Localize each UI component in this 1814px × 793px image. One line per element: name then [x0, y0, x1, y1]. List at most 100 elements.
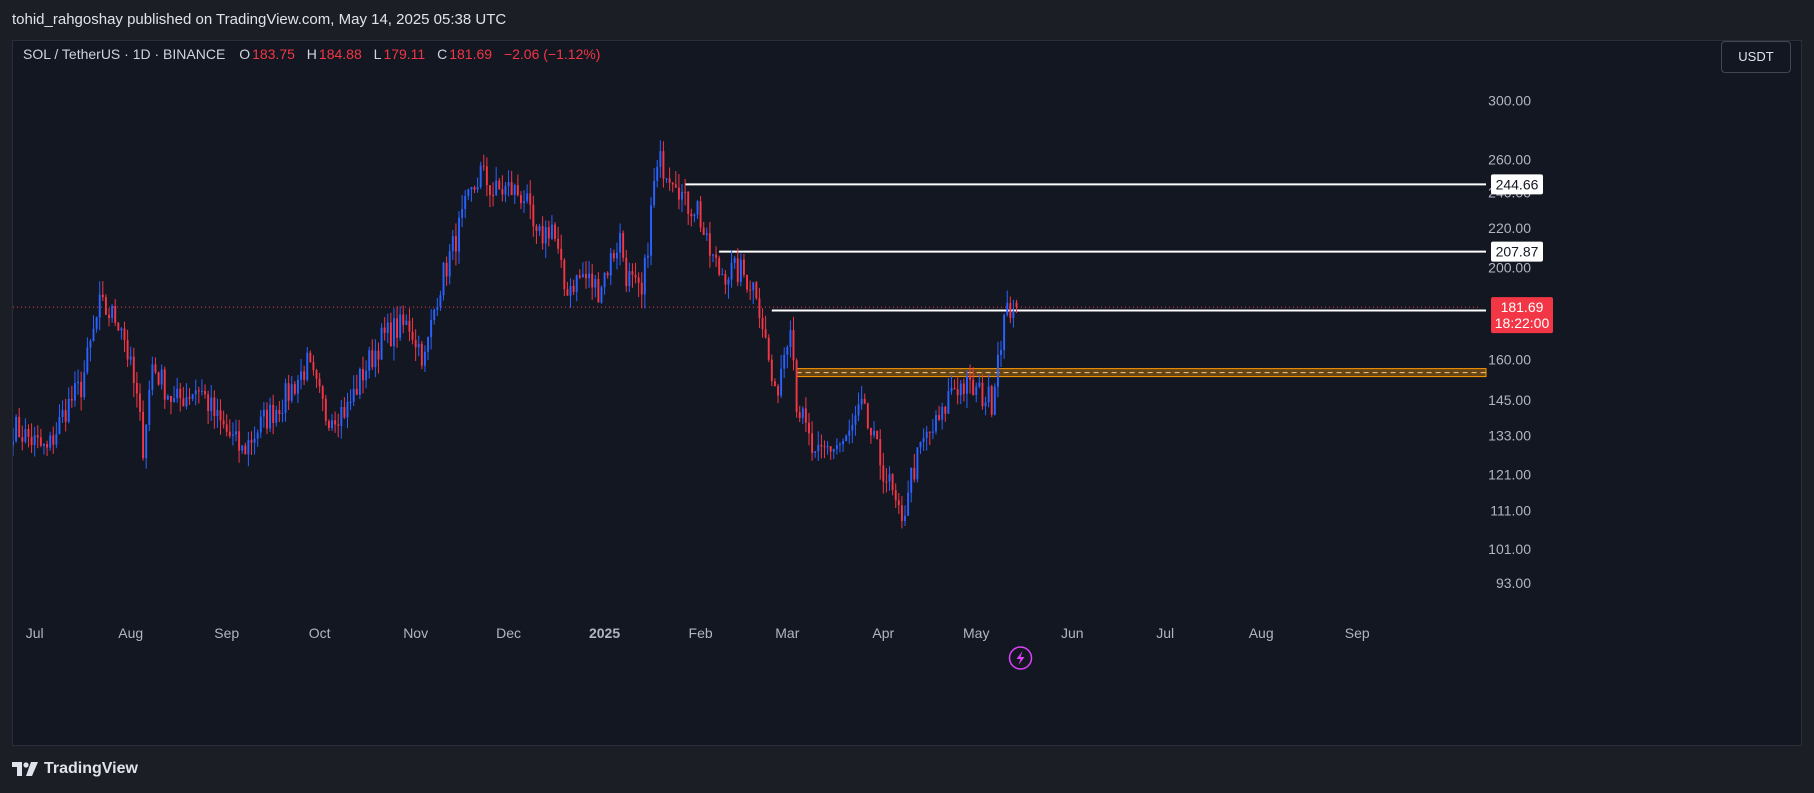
candle-body — [470, 187, 473, 190]
candle-body — [393, 318, 395, 347]
candle-body — [730, 262, 733, 280]
candle-body — [101, 294, 104, 298]
candle-body — [139, 393, 141, 412]
candle-body — [98, 294, 101, 318]
candle-body — [761, 317, 764, 330]
candle-body — [938, 415, 941, 420]
candle-body — [931, 431, 934, 433]
candle-body — [296, 379, 299, 394]
candle-body — [200, 390, 203, 392]
candle-body — [795, 360, 798, 413]
candle-body — [820, 444, 823, 447]
candle-body — [693, 214, 696, 217]
low-value: 179.11 — [383, 46, 426, 62]
candle-body — [194, 390, 197, 395]
candle-body — [216, 410, 219, 416]
candle-body — [848, 430, 851, 436]
candle-body — [70, 398, 73, 401]
candle-body — [365, 370, 368, 381]
candle-body — [157, 372, 160, 385]
candle-body — [532, 204, 535, 227]
candle-body — [631, 271, 634, 275]
candle-body — [120, 328, 123, 331]
candle-body — [290, 384, 293, 401]
candle-body — [705, 233, 708, 235]
candle-body — [547, 227, 550, 239]
lightning-icon — [1008, 646, 1033, 670]
candle-body — [417, 343, 420, 348]
candle-body — [235, 431, 237, 435]
candle-body — [269, 404, 272, 429]
time-tick-label: Jun — [1061, 625, 1084, 641]
candle-body — [922, 438, 925, 442]
candle-body — [609, 253, 612, 276]
candle-body — [516, 185, 519, 196]
candle-body — [358, 368, 361, 395]
candle-body — [303, 371, 306, 380]
low-label: L — [373, 46, 382, 62]
candle-body — [659, 151, 662, 167]
countdown-text: 18:22:00 — [1495, 315, 1550, 331]
candle-body — [39, 437, 42, 446]
candle-body — [962, 383, 965, 394]
chart-pane[interactable]: 300.00260.00240.00220.00200.00160.00145.… — [12, 40, 1802, 746]
candle-body — [718, 257, 721, 275]
currency-button[interactable]: USDT — [1721, 41, 1791, 73]
tradingview-logo[interactable]: TradingView — [12, 760, 138, 778]
candle-body — [64, 410, 67, 422]
candle-body — [464, 195, 467, 209]
candle-body — [92, 328, 95, 341]
symbol-title[interactable]: SOL / TetherUS · 1D · BINANCE — [23, 46, 226, 62]
candle-body — [575, 275, 578, 292]
candle-body — [423, 351, 426, 366]
support-zone[interactable] — [796, 368, 1487, 378]
candle-body — [637, 277, 640, 283]
time-tick-label: Aug — [1249, 625, 1274, 641]
candle-body — [904, 515, 906, 522]
candle-body — [519, 195, 522, 204]
candle-body — [86, 347, 89, 373]
candle-body — [947, 391, 950, 414]
candle-body — [108, 314, 110, 319]
candle-body — [207, 394, 210, 412]
candle-body — [972, 379, 975, 395]
level-tag-text: 244.66 — [1496, 176, 1539, 192]
candle-body — [445, 262, 448, 277]
price-axis[interactable]: 300.00260.00240.00220.00200.00160.00145.… — [1488, 92, 1531, 591]
horizontal-levels[interactable] — [13, 183, 1486, 312]
candle-body — [634, 274, 637, 278]
level-tag-text: 207.87 — [1496, 244, 1539, 260]
candle-body — [321, 386, 324, 399]
candle-body — [879, 439, 882, 466]
candle-body — [169, 395, 172, 402]
candle-body — [405, 320, 408, 325]
candle-body — [550, 224, 553, 239]
candle-body — [80, 381, 83, 398]
candle-body — [591, 273, 594, 288]
candlestick-chart[interactable]: 300.00260.00240.00220.00200.00160.00145.… — [13, 41, 1801, 745]
candle-body — [668, 178, 671, 183]
top-bar: tohid_rahgoshay published on TradingView… — [0, 0, 1814, 40]
time-axis[interactable]: Jul Aug Sep Oct Nov Dec 2025 Feb Mar Apr May Jun Jul… — [26, 625, 1370, 641]
open-label: O — [239, 46, 251, 62]
candle-body — [104, 297, 107, 315]
candle-body — [975, 386, 978, 395]
candle-body — [222, 420, 225, 425]
candle-body — [380, 327, 383, 360]
candle-body — [114, 305, 117, 323]
candle-body — [24, 429, 27, 442]
candle-body — [287, 383, 290, 401]
candle-body — [225, 424, 228, 432]
candle-body — [55, 433, 58, 445]
candle-body — [959, 383, 962, 396]
candle-body — [473, 187, 476, 190]
candle-body — [907, 492, 910, 516]
candle-body — [585, 274, 587, 279]
candle-body — [665, 178, 668, 180]
lightning-marker[interactable] — [1008, 646, 1033, 670]
candle-body — [241, 445, 244, 451]
level-tag: 244.66 — [1491, 174, 1543, 195]
candle-body — [544, 227, 547, 244]
